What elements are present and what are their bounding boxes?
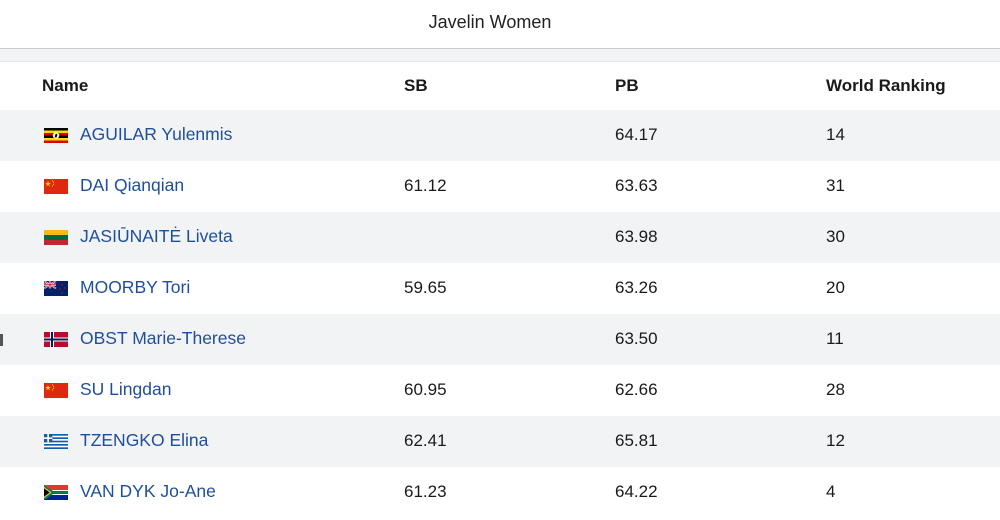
- pb-value: 63.63: [615, 176, 658, 195]
- world-ranking-value: 14: [826, 125, 845, 144]
- row-edge-marker: [0, 334, 3, 346]
- pb-value: 63.26: [615, 278, 658, 297]
- uganda-flag-icon: [44, 128, 68, 143]
- divider: [0, 49, 1000, 62]
- norway-flag-icon: [44, 332, 68, 347]
- table-row: MOORBY Tori 59.65 63.26 20: [0, 263, 1000, 314]
- table-row: AGUILAR Yulenmis 64.17 14: [0, 110, 1000, 161]
- table-row: TZENGKO Elina 62.41 65.81 12: [0, 416, 1000, 467]
- china-flag-icon: [44, 179, 68, 194]
- greece-flag-icon: [44, 434, 68, 449]
- athlete-link[interactable]: JASIŪNAITĖ Liveta: [80, 226, 233, 246]
- athlete-link[interactable]: SU Lingdan: [80, 379, 172, 399]
- pb-value: 62.66: [615, 380, 658, 399]
- table-header: Name SB PB World Ranking: [0, 62, 1000, 110]
- column-header-sb: SB: [404, 76, 428, 95]
- table-row: JASIŪNAITĖ Liveta 63.98 30: [0, 212, 1000, 263]
- world-ranking-value: 12: [826, 431, 845, 450]
- title-bar: Javelin Women: [0, 0, 1000, 49]
- pb-value: 63.98: [615, 227, 658, 246]
- page-title: Javelin Women: [428, 12, 552, 32]
- new-zealand-flag-icon: [44, 281, 68, 296]
- sb-value: 62.41: [404, 431, 447, 450]
- athlete-link[interactable]: TZENGKO Elina: [80, 430, 209, 450]
- sb-value: 61.23: [404, 482, 447, 501]
- athlete-link[interactable]: MOORBY Tori: [80, 277, 191, 297]
- table-row: VAN DYK Jo-Ane 61.23 64.22 4: [0, 467, 1000, 518]
- table-row: SU Lingdan 60.95 62.66 28: [0, 365, 1000, 416]
- sb-value: 61.12: [404, 176, 447, 195]
- table-row: DAI Qianqian 61.12 63.63 31: [0, 161, 1000, 212]
- lithuania-flag-icon: [44, 230, 68, 245]
- athlete-link[interactable]: DAI Qianqian: [80, 175, 185, 195]
- results-table: AGUILAR Yulenmis 64.17 14 DAI Qianqian 6…: [0, 110, 1000, 518]
- athlete-link[interactable]: AGUILAR Yulenmis: [80, 124, 233, 144]
- world-ranking-value: 4: [826, 482, 836, 501]
- world-ranking-value: 30: [826, 227, 845, 246]
- world-ranking-value: 20: [826, 278, 845, 297]
- pb-value: 63.50: [615, 329, 658, 348]
- pb-value: 65.81: [615, 431, 658, 450]
- table-row: OBST Marie-Therese 63.50 11: [0, 314, 1000, 365]
- column-header-world-ranking: World Ranking: [826, 76, 946, 95]
- sb-value: 59.65: [404, 278, 447, 297]
- pb-value: 64.17: [615, 125, 658, 144]
- world-ranking-value: 11: [826, 329, 844, 348]
- world-ranking-value: 28: [826, 380, 845, 399]
- column-header-name: Name: [42, 76, 89, 95]
- south-africa-flag-icon: [44, 485, 68, 500]
- pb-value: 64.22: [615, 482, 658, 501]
- sb-value: 60.95: [404, 380, 447, 399]
- column-header-pb: PB: [615, 76, 639, 95]
- athlete-link[interactable]: VAN DYK Jo-Ane: [80, 481, 216, 501]
- athlete-link[interactable]: OBST Marie-Therese: [80, 328, 246, 348]
- world-ranking-value: 31: [826, 176, 845, 195]
- china-flag-icon: [44, 383, 68, 398]
